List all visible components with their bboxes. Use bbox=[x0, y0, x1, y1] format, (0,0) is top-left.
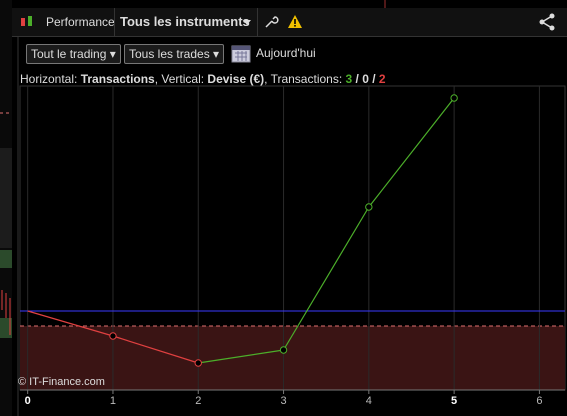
trades-filter-label: Tous les trades bbox=[129, 47, 210, 61]
info-value: Devise (€) bbox=[207, 72, 265, 86]
segment bbox=[283, 206, 370, 351]
share-icon[interactable] bbox=[538, 13, 556, 31]
segment bbox=[27, 310, 114, 337]
point bbox=[194, 359, 202, 367]
x-tick-label: 1 bbox=[110, 395, 116, 407]
date-label[interactable]: Aujourd'hui bbox=[256, 46, 316, 60]
x-tick-label: 0 bbox=[25, 395, 31, 407]
point bbox=[109, 332, 117, 340]
app-icon bbox=[21, 16, 32, 26]
point bbox=[365, 203, 373, 211]
x-tick-label: 2 bbox=[195, 395, 201, 407]
point bbox=[279, 346, 288, 354]
info-value: Transactions bbox=[80, 72, 155, 86]
trading-filter-label: Tout le trading bbox=[31, 47, 107, 61]
lost-count: 2 bbox=[378, 72, 386, 86]
separator: / bbox=[352, 72, 363, 86]
segment bbox=[112, 335, 199, 364]
credit: © IT-Finance.com bbox=[18, 376, 105, 388]
separator: / bbox=[368, 72, 379, 86]
settings-icon[interactable] bbox=[263, 14, 279, 30]
segment bbox=[368, 97, 455, 208]
won-count: 3 bbox=[345, 72, 353, 86]
toolbar: Performance Tous les instruments bbox=[12, 8, 567, 37]
x-tick-label: 6 bbox=[536, 395, 542, 407]
calendar-icon[interactable] bbox=[231, 43, 251, 63]
info-text: Horizontal: bbox=[20, 72, 81, 86]
trades-filter[interactable]: Tous les trades ▾ bbox=[124, 44, 225, 64]
info-text: , Vertical: bbox=[154, 72, 208, 86]
warning-icon[interactable] bbox=[288, 15, 302, 29]
info-text: , Transactions: bbox=[264, 72, 346, 86]
tab-performance[interactable]: Performance bbox=[46, 15, 115, 29]
trading-filter[interactable]: Tout le trading ▾ bbox=[26, 44, 121, 64]
dropdown-arrow bbox=[243, 20, 251, 25]
info-line: Horizontal: Transactions, Vertical: Devi… bbox=[20, 72, 386, 86]
x-tick-label: 3 bbox=[280, 395, 286, 407]
neutral-count: 0 bbox=[362, 72, 369, 86]
x-tick-label: 5 bbox=[451, 395, 457, 407]
point bbox=[450, 94, 458, 102]
x-tick-label: 4 bbox=[366, 395, 372, 407]
instrument-select[interactable]: Tous les instruments bbox=[120, 14, 250, 29]
segment bbox=[198, 349, 284, 364]
